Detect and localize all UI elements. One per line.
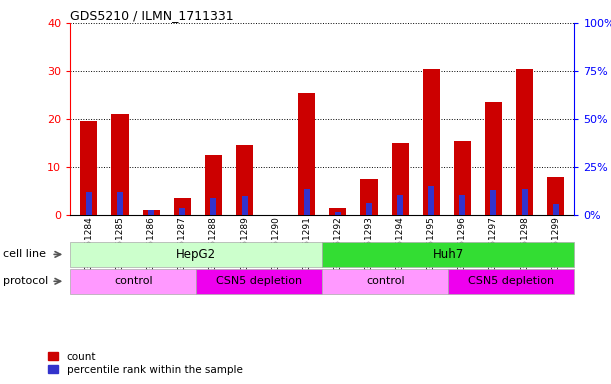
Bar <box>117 192 123 215</box>
Bar <box>81 121 98 215</box>
Bar <box>236 146 253 215</box>
Bar <box>428 186 434 215</box>
Bar <box>323 242 574 267</box>
Bar <box>397 195 403 215</box>
Text: control: control <box>366 276 404 286</box>
Bar <box>304 189 310 215</box>
Bar <box>423 69 440 215</box>
Bar <box>196 269 323 294</box>
Bar <box>522 189 527 215</box>
Bar <box>491 190 496 215</box>
Bar <box>111 114 128 215</box>
Bar <box>366 203 372 215</box>
Text: control: control <box>114 276 153 286</box>
Text: Huh7: Huh7 <box>433 248 464 261</box>
Bar <box>323 269 448 294</box>
Legend: count, percentile rank within the sample: count, percentile rank within the sample <box>48 352 243 375</box>
Text: cell line: cell line <box>3 249 46 260</box>
Text: HepG2: HepG2 <box>176 248 216 261</box>
Bar <box>179 208 185 215</box>
Bar <box>148 210 154 215</box>
Bar <box>70 242 323 267</box>
Bar <box>454 141 471 215</box>
Bar <box>516 69 533 215</box>
Text: protocol: protocol <box>3 276 48 286</box>
Text: GDS5210 / ILMN_1711331: GDS5210 / ILMN_1711331 <box>70 9 234 22</box>
Bar <box>241 196 247 215</box>
Bar <box>448 269 574 294</box>
Bar <box>329 208 346 215</box>
Bar <box>298 93 315 215</box>
Bar <box>392 143 409 215</box>
Bar <box>70 269 196 294</box>
Bar <box>86 192 92 215</box>
Bar <box>547 177 564 215</box>
Bar <box>459 195 466 215</box>
Text: CSN5 depletion: CSN5 depletion <box>468 276 554 286</box>
Bar <box>335 212 341 215</box>
Bar <box>360 179 378 215</box>
Bar <box>485 102 502 215</box>
Text: CSN5 depletion: CSN5 depletion <box>216 276 302 286</box>
Bar <box>174 198 191 215</box>
Bar <box>142 210 159 215</box>
Bar <box>205 155 222 215</box>
Bar <box>553 204 558 215</box>
Bar <box>210 198 216 215</box>
